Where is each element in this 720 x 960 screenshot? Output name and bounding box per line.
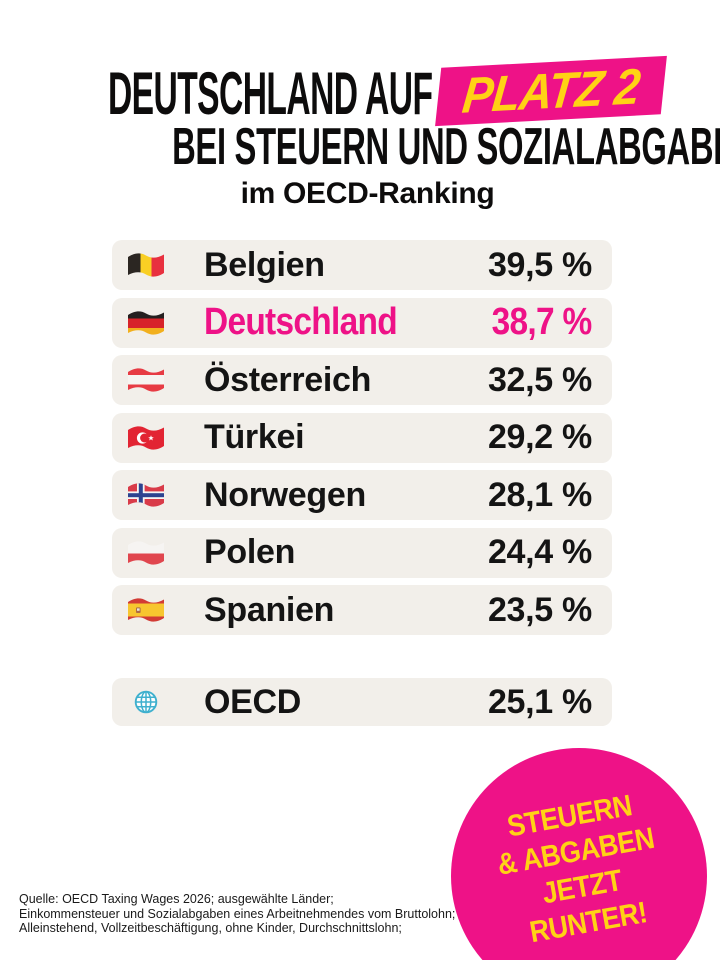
headline-row-2: BEI STEUERN UND SOZIALABGABEN: [0, 121, 720, 173]
ranking-row: Österreich 32,5 %: [112, 355, 612, 405]
ranking-row: Türkei 29,2 %: [112, 412, 612, 463]
headline-row-1: DEUTSCHLAND AUF PLATZ 2: [0, 55, 720, 127]
value-label: 38,7 %: [492, 301, 593, 343]
country-label: Belgien: [204, 245, 325, 284]
country-label: Spanien: [204, 590, 335, 629]
campaign-stamp: STEUERN & ABGABEN JETZT RUNTER!: [451, 748, 707, 960]
source-line: Einkommensteuer und Sozialabgaben eines …: [19, 906, 456, 921]
turkey-flag: [126, 423, 166, 453]
subtitle: im OECD-Ranking: [240, 177, 495, 210]
stamp-text: STEUERN & ABGABEN JETZT RUNTER!: [480, 784, 678, 956]
ranking-row: OECD 25,1 %: [112, 678, 612, 726]
ranking-row: Deutschland 38,7 %: [112, 297, 612, 348]
country-label: Österreich: [204, 360, 372, 399]
source-line: Alleinstehend, Vollzeitbeschäftigung, oh…: [19, 921, 402, 936]
headline-line1: DEUTSCHLAND AUF: [107, 60, 433, 127]
spain-flag: [126, 595, 166, 625]
ranking-row: Polen 24,4 %: [112, 527, 612, 578]
germany-flag: [126, 308, 166, 338]
platz2-badge: PLATZ 2: [435, 55, 667, 127]
value-label: 25,1 %: [487, 682, 592, 721]
ranking-row: Norwegen 28,1 %: [112, 470, 612, 520]
belgium-flag: [126, 250, 166, 280]
austria-flag: [126, 365, 166, 395]
source-note: Quelle: OECD Taxing Wages 2026; ausgewäh…: [19, 892, 455, 936]
ranking-list: Belgien 39,5 % Deutschland 38,7 % Österr…: [112, 240, 612, 734]
country-label: Polen: [204, 533, 296, 571]
country-label: Deutschland: [204, 301, 398, 343]
norway-flag: [126, 480, 166, 510]
globe-icon: [126, 687, 166, 717]
value-label: 39,5 %: [487, 245, 592, 284]
country-label: Norwegen: [204, 475, 366, 514]
value-label: 28,1 %: [487, 475, 592, 514]
ranking-row: Spanien 23,5 %: [112, 585, 612, 635]
headline-line2: BEI STEUERN UND SOZIALABGABEN: [172, 118, 720, 176]
poland-flag: [126, 538, 166, 568]
value-label: 32,5 %: [487, 360, 592, 399]
value-label: 23,5 %: [487, 590, 592, 629]
country-label: OECD: [204, 682, 302, 721]
ranking-row: Belgien 39,5 %: [112, 240, 612, 290]
value-label: 29,2 %: [487, 418, 592, 456]
value-label: 24,4 %: [487, 533, 592, 571]
platz2-badge-label: PLATZ 2: [459, 58, 643, 124]
country-label: Türkei: [204, 418, 305, 456]
source-line: Quelle: OECD Taxing Wages 2026; ausgewäh…: [19, 892, 334, 906]
